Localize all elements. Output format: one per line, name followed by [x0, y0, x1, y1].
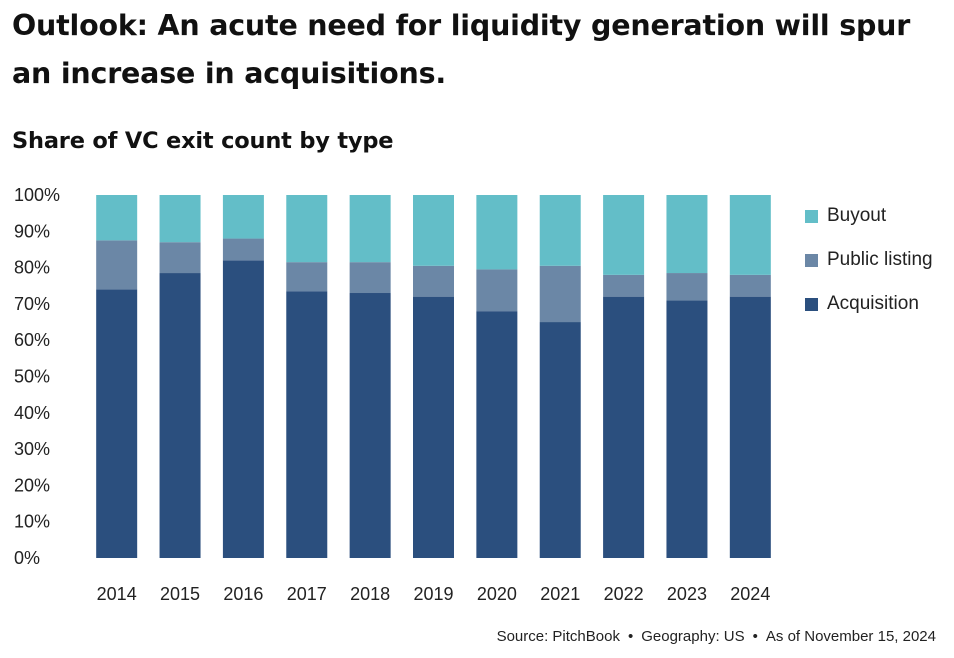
y-tick-label: 90%: [14, 221, 50, 241]
chart-title: Share of VC exit count by type: [12, 128, 394, 154]
bar-buyout-2023: [666, 195, 708, 274]
bar-public-listing-2022: [603, 274, 645, 297]
y-tick-label: 40%: [14, 403, 50, 423]
legend-label-acquisition: Acquisition: [827, 293, 919, 314]
bar-public-listing-2021: [539, 265, 581, 323]
x-tick-label: 2024: [730, 584, 770, 604]
bar-acquisition-2018: [349, 293, 391, 558]
bar-acquisition-2021: [539, 322, 581, 558]
legend-item-public-listing: Public listing: [805, 238, 933, 282]
legend-swatch-acquisition: [805, 297, 818, 311]
legend-item-buyout: Buyout: [805, 194, 933, 238]
bar-group-2015: [159, 195, 201, 558]
source-note: Source: PitchBook • Geography: US • As of No…: [497, 628, 936, 645]
legend-label-public-listing: Public listing: [827, 249, 933, 270]
x-tick-label: 2019: [413, 584, 453, 604]
bar-group-2021: [539, 195, 581, 558]
bar-acquisition-2023: [666, 300, 708, 558]
y-tick-label: 80%: [14, 258, 50, 278]
bar-buyout-2022: [603, 195, 645, 275]
geography-text: Geography: US: [641, 628, 745, 645]
y-tick-label: 60%: [14, 330, 50, 350]
bar-public-listing-2016: [222, 238, 264, 261]
bar-acquisition-2015: [159, 273, 201, 558]
bar-group-2019: [413, 195, 454, 558]
bar-group-2016: [222, 195, 264, 558]
x-tick-label: 2015: [160, 584, 200, 604]
x-tick-label: 2018: [350, 584, 390, 604]
bar-group-2017: [286, 195, 328, 558]
headline: Outlook: An acute need for liquidity gen…: [12, 9, 911, 90]
x-tick-label: 2020: [477, 584, 517, 604]
source-separator: •: [752, 628, 758, 645]
bar-group-2023: [666, 195, 708, 558]
bar-group-2018: [349, 195, 391, 558]
bar-buyout-2015: [159, 195, 201, 243]
bar-buyout-2018: [349, 195, 391, 263]
bar-public-listing-2017: [286, 262, 328, 292]
bar-group-2020: [476, 195, 518, 558]
y-tick-label: 20%: [14, 475, 50, 495]
legend-swatch-buyout: [805, 209, 818, 223]
bar-acquisition-2020: [476, 311, 518, 558]
bar-public-listing-2019: [413, 265, 454, 297]
bar-acquisition-2022: [603, 296, 645, 558]
y-tick-label: 100%: [14, 185, 60, 205]
bar-acquisition-2014: [96, 289, 138, 558]
bar-acquisition-2017: [286, 291, 328, 558]
bar-acquisition-2024: [729, 296, 771, 558]
bar-acquisition-2019: [413, 296, 454, 558]
y-tick-label: 10%: [14, 512, 50, 532]
y-tick-label: 70%: [14, 294, 50, 314]
bar-buyout-2024: [729, 195, 771, 275]
bar-public-listing-2024: [729, 274, 771, 297]
bar-group-2022: [603, 195, 645, 558]
bar-public-listing-2020: [476, 269, 518, 312]
bar-buyout-2019: [413, 195, 454, 266]
bar-public-listing-2015: [159, 242, 201, 274]
bar-acquisition-2016: [222, 260, 264, 558]
bar-group-2024: [729, 195, 771, 558]
legend-item-acquisition: Acquisition: [805, 282, 933, 326]
legend-label-buyout: Buyout: [827, 205, 887, 226]
bar-buyout-2021: [539, 195, 581, 266]
source-separator: •: [627, 628, 634, 645]
source-text: Source: PitchBook: [496, 628, 620, 645]
y-tick-label: 30%: [14, 439, 50, 459]
x-tick-label: 2016: [223, 584, 263, 604]
x-tick-label: 2017: [287, 584, 327, 604]
chart-legend: Buyout Public listing Acquisition: [805, 194, 933, 326]
stacked-bar-chart: 0% 10% 20% 30% 40% 50% 60% 70% 80% 90% 100% 2014 201…: [14, 185, 771, 604]
bar-public-listing-2014: [96, 240, 138, 290]
x-tick-label: 2022: [604, 584, 644, 604]
y-tick-label: 50%: [14, 367, 50, 387]
bar-buyout-2016: [222, 195, 264, 239]
y-tick-label: 0%: [14, 548, 40, 568]
bar-buyout-2014: [96, 195, 138, 241]
bar-public-listing-2018: [349, 262, 391, 294]
x-tick-label: 2021: [540, 584, 580, 604]
bar-buyout-2017: [286, 195, 328, 263]
as-of-text: As of November 15, 2024: [765, 628, 936, 645]
bar-public-listing-2023: [666, 273, 708, 301]
bar-buyout-2020: [476, 195, 518, 270]
bar-group-2014: [96, 195, 138, 558]
legend-swatch-public-listing: [805, 253, 818, 267]
x-tick-label: 2014: [97, 584, 137, 604]
x-tick-label: 2023: [667, 584, 707, 604]
